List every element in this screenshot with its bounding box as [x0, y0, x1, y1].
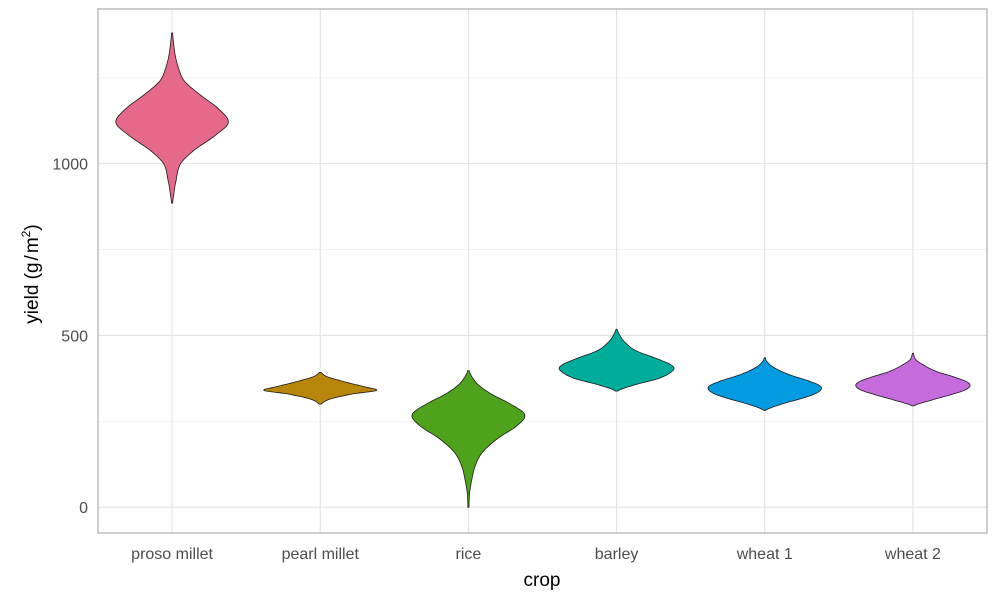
- y-tick-label: 0: [79, 500, 88, 517]
- y-axis-title-slash: /: [22, 254, 43, 260]
- y-tick-label: 1000: [52, 157, 88, 174]
- x-tick-labels: proso millet pearl millet rice barley wheat …: [131, 546, 941, 563]
- violin-pearl-millet: [263, 372, 378, 405]
- y-axis-title-main: yield (g: [22, 262, 43, 323]
- x-axis-title: crop: [524, 570, 561, 591]
- violin-barley: [558, 328, 675, 392]
- panel-border: [97, 8, 988, 534]
- violin-rice: [411, 370, 526, 508]
- y-axis-title-unit: m: [22, 237, 43, 253]
- y-axis-title: yield (g /m2): [19, 224, 43, 323]
- y-tick-labels: 0 500 1000: [52, 157, 88, 518]
- violins: [115, 32, 971, 508]
- violin-wheat-2: [855, 352, 971, 407]
- violin-proso-millet: [115, 32, 229, 204]
- x-tick-label: rice: [456, 546, 482, 563]
- x-tick-label: wheat 2: [884, 546, 941, 563]
- grid: [98, 9, 987, 533]
- x-tick-label: proso millet: [131, 546, 213, 563]
- y-tick-label: 500: [61, 328, 88, 345]
- violin-wheat-1: [707, 357, 822, 411]
- y-axis-title-superscript: 2: [19, 230, 33, 237]
- y-axis-title-close: ): [22, 224, 43, 230]
- x-tick-label: wheat 1: [736, 546, 793, 563]
- x-tick-label: barley: [595, 546, 639, 563]
- x-tick-label: pearl millet: [282, 546, 360, 563]
